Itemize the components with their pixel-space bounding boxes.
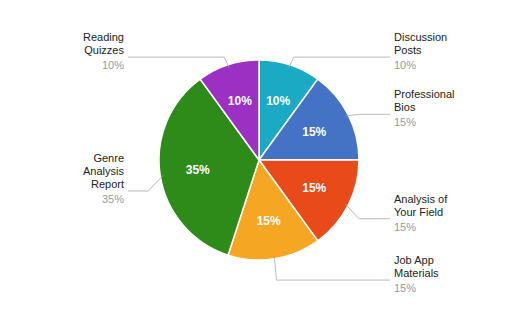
category-label: GenreAnalysisReport <box>83 152 124 190</box>
category-label-line: Discussion <box>394 31 447 43</box>
leader-line <box>274 256 390 280</box>
category-label-line: Genre <box>93 152 124 164</box>
category-label-line: Quizzes <box>84 44 124 56</box>
slice-value-label: 10% <box>266 94 290 108</box>
outside-value-label: 15% <box>394 282 416 294</box>
leader-line <box>128 175 163 191</box>
outside-value-label: 10% <box>394 59 416 71</box>
pie-slice <box>200 60 259 160</box>
category-label-line: Professional <box>394 88 455 100</box>
leader-lines <box>128 57 390 280</box>
category-label-line: Report <box>91 178 124 190</box>
slice-value-label: 15% <box>257 214 281 228</box>
leader-line <box>128 57 229 68</box>
category-label-line: Reading <box>83 31 124 43</box>
category-label-line: Bios <box>394 101 416 113</box>
leader-line <box>345 204 390 219</box>
slice-value-label: 15% <box>302 181 326 195</box>
slice-value-label: 10% <box>228 94 252 108</box>
outside-value-label: 15% <box>394 221 416 233</box>
category-label: ReadingQuizzes <box>83 31 124 56</box>
category-label: Analysis ofYour Field <box>394 193 448 218</box>
category-label: DiscussionPosts <box>394 31 447 56</box>
category-label: ProfessionalBios <box>394 88 455 113</box>
category-label: Job AppMaterials <box>394 254 439 279</box>
page: {"chart_data": {"type": "pie", "categori… <box>0 0 518 320</box>
chart-svg: 10% 15% 15% 15% 35% 10% DiscussionPosts 10% Prof… <box>0 0 518 320</box>
category-label-line: Job App <box>394 254 434 266</box>
wedges <box>159 60 359 260</box>
outside-value-label: 15% <box>394 116 416 128</box>
chart-container: 10% 15% 15% 15% 35% 10% DiscussionPosts 10% Prof… <box>0 0 518 320</box>
pie-slice <box>259 79 359 160</box>
leader-line <box>345 114 390 116</box>
labels: 10% 15% 15% 15% 35% 10% DiscussionPosts 10% Prof… <box>83 31 455 294</box>
category-label-line: Analysis of <box>394 193 448 205</box>
category-label-line: Your Field <box>394 206 443 218</box>
category-label-line: Analysis <box>83 165 124 177</box>
leader-line <box>289 57 390 68</box>
slice-value-label: 35% <box>186 163 210 177</box>
slice-value-label: 15% <box>302 125 326 139</box>
category-label-line: Materials <box>394 267 439 279</box>
outside-value-label: 35% <box>102 193 124 205</box>
category-label-line: Posts <box>394 44 422 56</box>
outside-value-label: 10% <box>102 59 124 71</box>
pie-slice <box>159 79 259 255</box>
